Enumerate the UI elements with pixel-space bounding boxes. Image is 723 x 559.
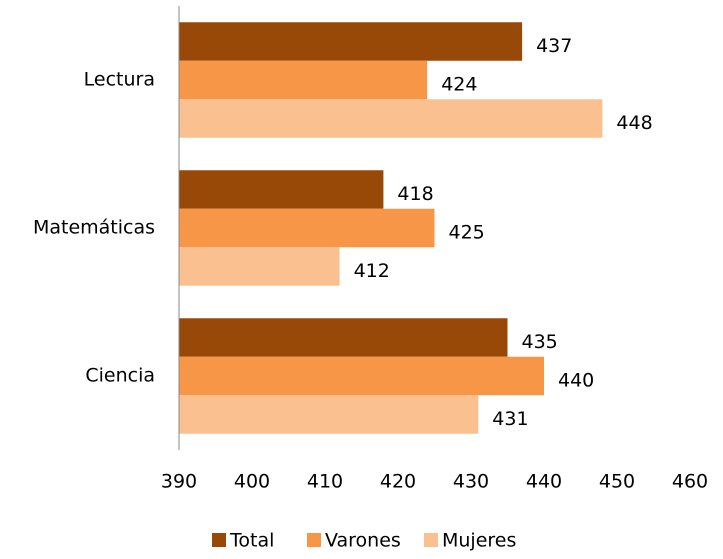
data-label: 435 bbox=[522, 331, 558, 353]
legend-label: Total bbox=[229, 530, 274, 552]
x-tick-label: 410 bbox=[307, 471, 343, 493]
data-label: 440 bbox=[558, 370, 594, 392]
legend-swatch bbox=[424, 533, 438, 547]
x-tick-label: 440 bbox=[526, 471, 562, 493]
y-tick-label: Lectura bbox=[84, 69, 155, 91]
bar bbox=[179, 170, 384, 209]
x-tick-label: 420 bbox=[380, 471, 416, 493]
data-label: 437 bbox=[536, 35, 572, 57]
x-tick-label: 400 bbox=[234, 471, 270, 493]
bar bbox=[179, 99, 603, 138]
legend-swatch bbox=[212, 533, 226, 547]
data-label: 431 bbox=[492, 408, 528, 430]
bar bbox=[179, 395, 479, 434]
legend-swatch bbox=[307, 533, 321, 547]
data-label: 448 bbox=[616, 112, 652, 134]
data-label: 424 bbox=[441, 74, 477, 96]
bar bbox=[179, 356, 544, 396]
y-tick-label: Ciencia bbox=[85, 365, 155, 387]
x-tick-label: 450 bbox=[599, 471, 635, 493]
bar bbox=[179, 60, 428, 100]
data-label: 412 bbox=[354, 260, 390, 282]
data-label: 425 bbox=[449, 222, 485, 244]
bar bbox=[179, 247, 340, 286]
bar bbox=[179, 318, 508, 357]
legend-label: Varones bbox=[325, 530, 401, 552]
x-tick-label: 390 bbox=[161, 471, 197, 493]
x-tick-label: 430 bbox=[453, 471, 489, 493]
legend-label: Mujeres bbox=[442, 530, 516, 552]
bar bbox=[179, 208, 435, 248]
bar bbox=[179, 22, 523, 61]
y-tick-label: Matemáticas bbox=[33, 217, 155, 239]
data-label: 418 bbox=[397, 183, 433, 205]
x-tick-label: 460 bbox=[672, 471, 708, 493]
